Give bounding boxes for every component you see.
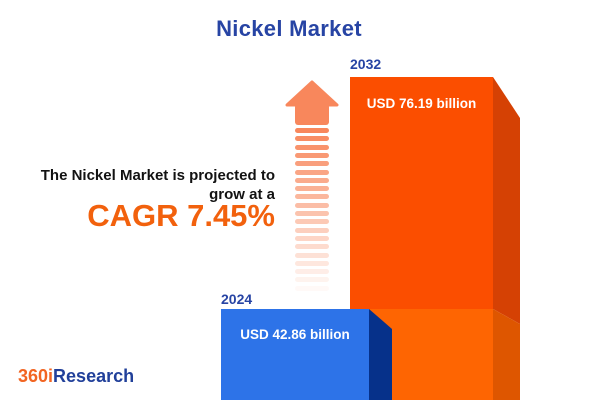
logo-part2: Research <box>53 366 135 386</box>
arrow-stripe <box>295 211 329 216</box>
arrow-stripe <box>295 252 329 258</box>
arrow-stripe <box>295 244 329 250</box>
arrow-stripe <box>295 169 329 175</box>
arrow-stripe <box>295 177 329 183</box>
arrow-stripe <box>295 136 329 142</box>
arrow-stripe <box>295 219 329 225</box>
bar-2032-side-upper <box>493 77 520 324</box>
arrow-stripe <box>295 227 329 233</box>
arrow-stripe <box>295 128 329 133</box>
arrow-neck-shape <box>295 104 329 125</box>
arrow-stripe <box>295 269 329 275</box>
bar-2032-value-label: USD 76.19 billion <box>366 96 477 111</box>
growth-arrow-icon <box>285 80 339 292</box>
arrow-stripe <box>295 260 329 266</box>
arrow-stripe <box>295 194 329 200</box>
arrow-stripe <box>295 202 329 208</box>
arrow-stripe <box>295 285 329 291</box>
arrow-stripe <box>295 152 329 158</box>
arrow-head-icon <box>285 80 339 125</box>
bar-2032-side-lower <box>493 309 520 400</box>
bar-2024-year-label: 2024 <box>221 291 253 307</box>
brand-logo: 360iResearch <box>18 366 134 387</box>
bar-2024-side <box>369 309 392 400</box>
arrow-stripe <box>295 186 329 192</box>
logo-part1: 360i <box>18 366 54 386</box>
tagline-text: The Nickel Market is projected to grow a… <box>41 166 275 204</box>
cagr-value: CAGR 7.45% <box>87 198 275 233</box>
bar-2032-front-upper <box>350 77 493 309</box>
arrow-stripe <box>295 144 329 150</box>
tagline-line1: The Nickel Market is projected to <box>40 167 275 184</box>
tagline-line2: grow at a <box>209 186 275 203</box>
page-title: Nickel Market <box>216 16 362 41</box>
bar-2032-year-label: 2032 <box>350 56 382 72</box>
bar-2024-front <box>221 309 369 400</box>
bar-2024-value-label: USD 42.86 billion <box>240 327 350 342</box>
arrow-stripe <box>295 161 329 167</box>
arrow-stripe <box>295 277 329 283</box>
arrow-stripe <box>295 235 329 241</box>
